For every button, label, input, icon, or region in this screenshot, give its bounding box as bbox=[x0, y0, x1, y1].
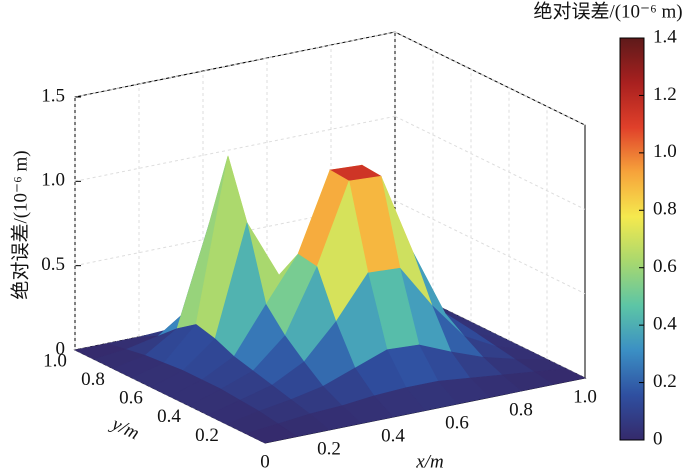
z-tick-label: 0 bbox=[56, 338, 66, 359]
grid-line bbox=[74, 31, 396, 98]
grid-line bbox=[394, 31, 586, 126]
colorbar-tick-label: 0.2 bbox=[653, 371, 677, 392]
colorbar-tick-label: 1.2 bbox=[653, 84, 677, 105]
colorbar-tick-label: 0.6 bbox=[653, 256, 677, 277]
colorbar-tick-label: 1.4 bbox=[653, 26, 677, 47]
y-tick-label: 1.0 bbox=[43, 350, 67, 371]
x-tick-label: 1.0 bbox=[573, 386, 597, 407]
x-axis-label: x/m bbox=[415, 451, 443, 471]
colorbar-title: 绝对误差/(10⁻⁶ m) bbox=[533, 0, 682, 22]
y-tick-label: 0.8 bbox=[81, 369, 105, 390]
y-axis-label: y/m bbox=[107, 413, 143, 444]
surface-patch bbox=[245, 423, 298, 444]
colorbar bbox=[619, 37, 645, 441]
z-tick-label: 1.5 bbox=[41, 85, 65, 106]
colorbar-tick-label: 1.0 bbox=[653, 141, 677, 162]
y-tick-label: 0.6 bbox=[119, 388, 143, 409]
x-tick-label: 0 bbox=[260, 451, 270, 471]
x-tick-label: 0.8 bbox=[509, 399, 533, 420]
z-axis-label: 绝对误差/(10⁻⁶ m) bbox=[9, 150, 31, 299]
z-tick-label: 1.0 bbox=[41, 170, 65, 191]
z-tick-label: 0.5 bbox=[41, 254, 65, 275]
y-tick-label: 0.2 bbox=[195, 425, 219, 446]
x-tick-label: 0.2 bbox=[317, 438, 341, 459]
grid-line bbox=[394, 115, 586, 210]
x-tick-label: 0.4 bbox=[381, 425, 405, 446]
grid-line bbox=[74, 115, 396, 182]
x-tick-label: 0.6 bbox=[445, 412, 469, 433]
y-tick-label: 0.4 bbox=[157, 406, 181, 427]
colorbar-tick-label: 0 bbox=[653, 428, 663, 449]
grid-line bbox=[394, 200, 586, 295]
colorbar-tick-label: 0.8 bbox=[653, 199, 677, 220]
colorbar-tick-label: 0.4 bbox=[653, 314, 677, 335]
